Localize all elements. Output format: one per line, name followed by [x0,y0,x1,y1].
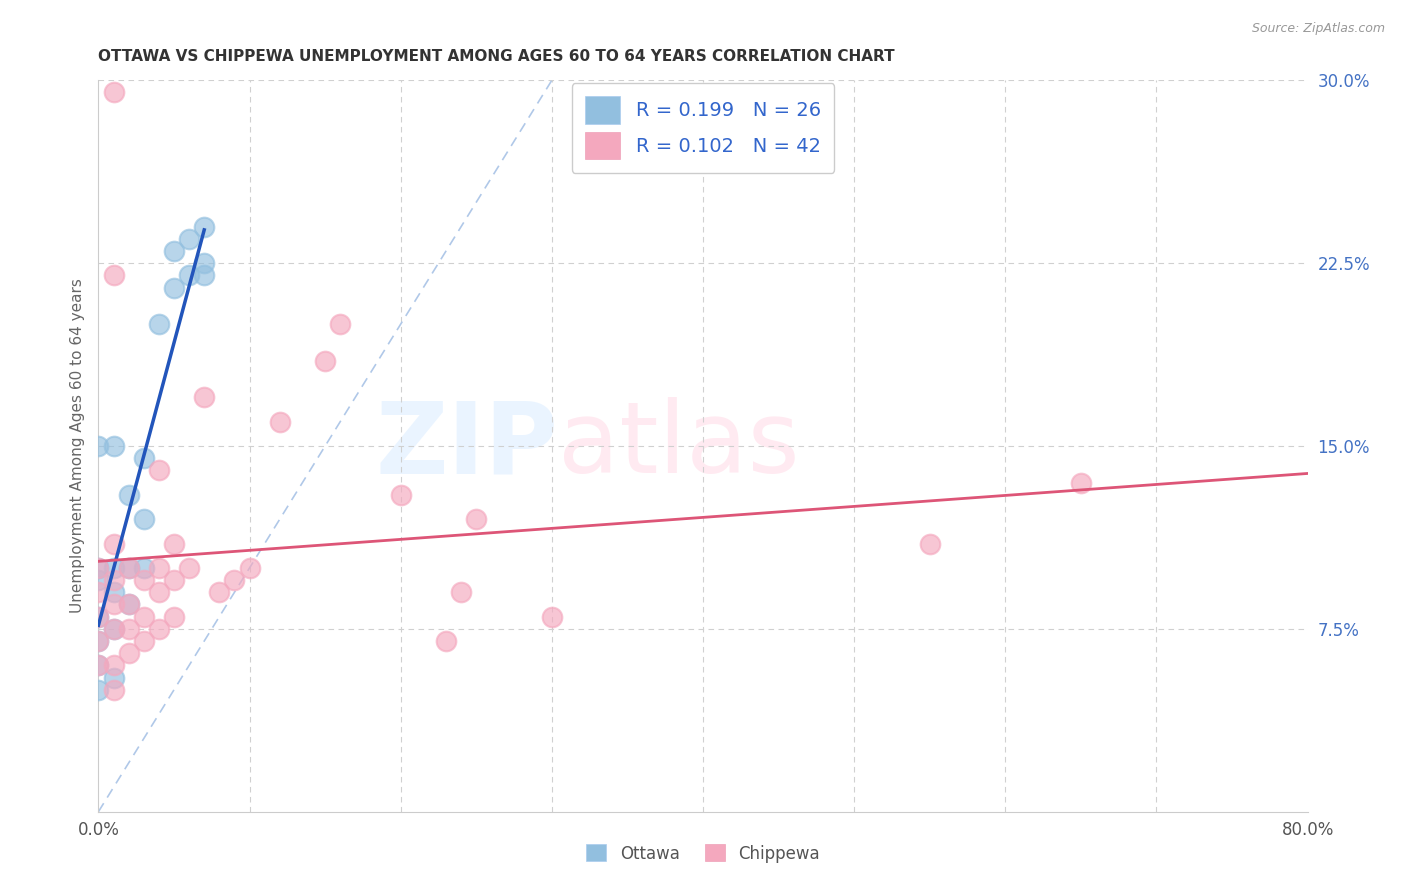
Point [118,561,141,575]
Point [179,232,201,246]
Point [87,573,110,587]
Point [87,585,110,599]
Text: OTTAWA VS CHIPPEWA UNEMPLOYMENT AMONG AGES 60 TO 64 YEARS CORRELATION CHART: OTTAWA VS CHIPPEWA UNEMPLOYMENT AMONG AG… [98,49,896,64]
Point [132,561,155,575]
Point [163,536,186,550]
Point [163,609,186,624]
Point [87,634,110,648]
Point [118,598,141,612]
Point [87,658,110,673]
Point [132,634,155,648]
Point [450,585,472,599]
Point [103,439,125,453]
Point [329,317,352,331]
Point [103,622,125,636]
Point [163,244,186,258]
Point [148,585,170,599]
Point [87,439,110,453]
Point [118,561,141,575]
Point [224,573,246,587]
Point [103,658,125,673]
Point [132,609,155,624]
Legend: Ottawa, Chippewa: Ottawa, Chippewa [579,838,827,869]
Point [179,561,201,575]
Point [193,390,215,404]
Point [103,622,125,636]
Text: ZIP: ZIP [375,398,558,494]
Point [103,561,125,575]
Text: atlas: atlas [558,398,800,494]
Point [132,573,155,587]
Point [179,268,201,283]
Point [132,451,155,466]
Point [148,561,170,575]
Point [118,488,141,502]
Point [193,256,215,270]
Point [87,682,110,697]
Y-axis label: Unemployment Among Ages 60 to 64 years: Unemployment Among Ages 60 to 64 years [69,278,84,614]
Point [314,353,336,368]
Point [103,598,125,612]
Point [87,658,110,673]
Point [163,280,186,294]
Point [103,585,125,599]
Text: Source: ZipAtlas.com: Source: ZipAtlas.com [1251,22,1385,36]
Point [208,585,231,599]
Point [465,512,488,526]
Point [103,573,125,587]
Point [918,536,941,550]
Point [132,512,155,526]
Point [1070,475,1092,490]
Point [87,609,110,624]
Point [163,573,186,587]
Point [103,86,125,100]
Point [239,561,262,575]
Point [193,219,215,234]
Point [87,609,110,624]
Point [148,463,170,477]
Point [103,536,125,550]
Point [389,488,412,502]
Point [148,317,170,331]
Point [269,415,291,429]
Point [148,622,170,636]
Point [103,671,125,685]
Point [87,561,110,575]
Point [87,561,110,575]
Point [87,634,110,648]
Point [118,598,141,612]
Point [103,682,125,697]
Point [193,268,215,283]
Point [118,622,141,636]
Point [540,609,562,624]
Point [118,646,141,660]
Point [103,268,125,283]
Point [434,634,457,648]
